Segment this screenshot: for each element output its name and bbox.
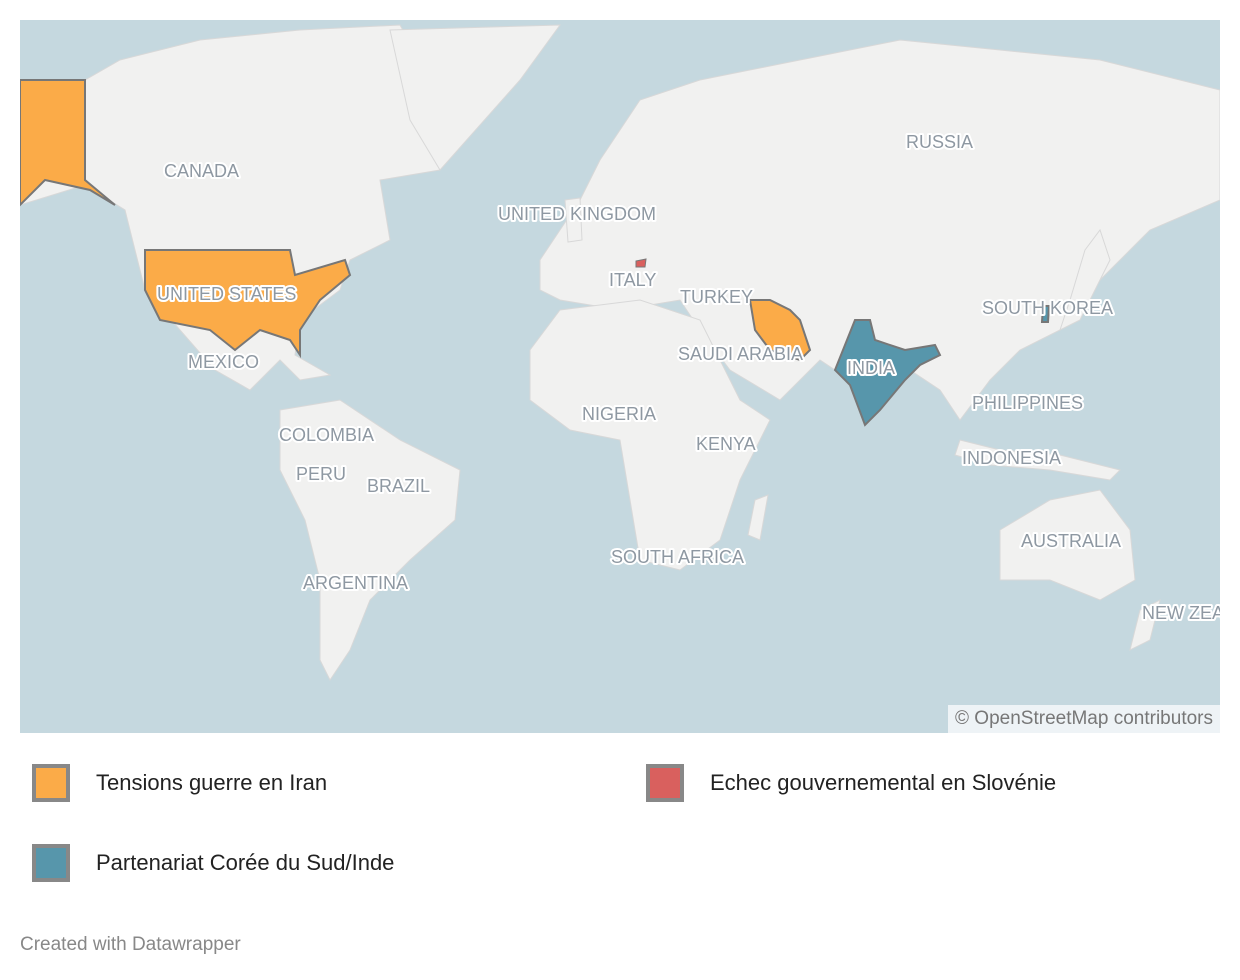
label-colombia: COLOMBIA <box>279 425 374 445</box>
label-new-zealand: NEW ZEA <box>1142 603 1220 623</box>
map-attribution[interactable]: © OpenStreetMap contributors <box>948 705 1220 733</box>
label-australia: AUSTRALIA <box>1021 531 1121 551</box>
label-mexico: MEXICO <box>188 352 259 372</box>
label-south-africa: SOUTH AFRICA <box>611 547 744 567</box>
legend-swatch-orange <box>32 764 70 802</box>
label-brazil: BRAZIL <box>367 476 430 496</box>
label-saudi-arabia: SAUDI ARABIA <box>678 344 803 364</box>
legend-item-korea-india: Partenariat Corée du Sud/Inde <box>32 844 394 882</box>
united-states-highlight[interactable] <box>144 249 352 359</box>
iran-highlight[interactable] <box>748 299 812 362</box>
alaska-highlight[interactable] <box>20 79 116 207</box>
greenland <box>389 24 562 171</box>
label-india: INDIA <box>847 358 895 378</box>
label-italy: ITALY <box>609 270 656 290</box>
new-zealand <box>1129 599 1161 651</box>
label-canada: CANADA <box>164 161 239 181</box>
label-peru: PERU <box>296 464 346 484</box>
slovenia-highlight[interactable] <box>635 258 647 268</box>
label-united-kingdom: UNITED KINGDOM <box>498 204 656 224</box>
south-korea-highlight[interactable] <box>1040 305 1051 323</box>
label-indonesia: INDONESIA <box>962 448 1061 468</box>
india-highlight[interactable] <box>833 319 942 427</box>
legend-item-iran: Tensions guerre en Iran <box>32 764 327 802</box>
world-map[interactable]: CANADA UNITED STATES MEXICO COLOMBIA PER… <box>20 20 1220 733</box>
label-south-korea: SOUTH KOREA <box>982 298 1113 318</box>
label-united-states: UNITED STATES <box>157 284 296 304</box>
legend-swatch-blue <box>32 844 70 882</box>
indonesia <box>954 439 1121 481</box>
label-turkey: TURKEY <box>680 287 753 307</box>
footer-credit[interactable]: Created with Datawrapper <box>20 934 241 955</box>
japan <box>1059 228 1111 331</box>
legend-swatch-red <box>646 764 684 802</box>
label-philippines: PHILIPPINES <box>972 393 1083 413</box>
uk <box>564 197 583 243</box>
madagascar <box>747 494 769 541</box>
label-nigeria: NIGERIA <box>582 404 656 424</box>
legend-label: Tensions guerre en Iran <box>96 770 328 795</box>
legend-label: Partenariat Corée du Sud/Inde <box>96 850 395 875</box>
africa <box>529 299 771 571</box>
label-russia: RUSSIA <box>906 132 973 152</box>
map-svg: CANADA UNITED STATES MEXICO COLOMBIA PER… <box>20 24 1220 681</box>
label-kenya: KENYA <box>696 434 756 454</box>
australia <box>999 489 1136 601</box>
south-america <box>279 399 461 681</box>
legend-label: Echec gouvernemental en Slovénie <box>710 770 1057 795</box>
legend-item-slovenia: Echec gouvernemental en Slovénie <box>646 764 1056 802</box>
label-argentina: ARGENTINA <box>303 573 408 593</box>
